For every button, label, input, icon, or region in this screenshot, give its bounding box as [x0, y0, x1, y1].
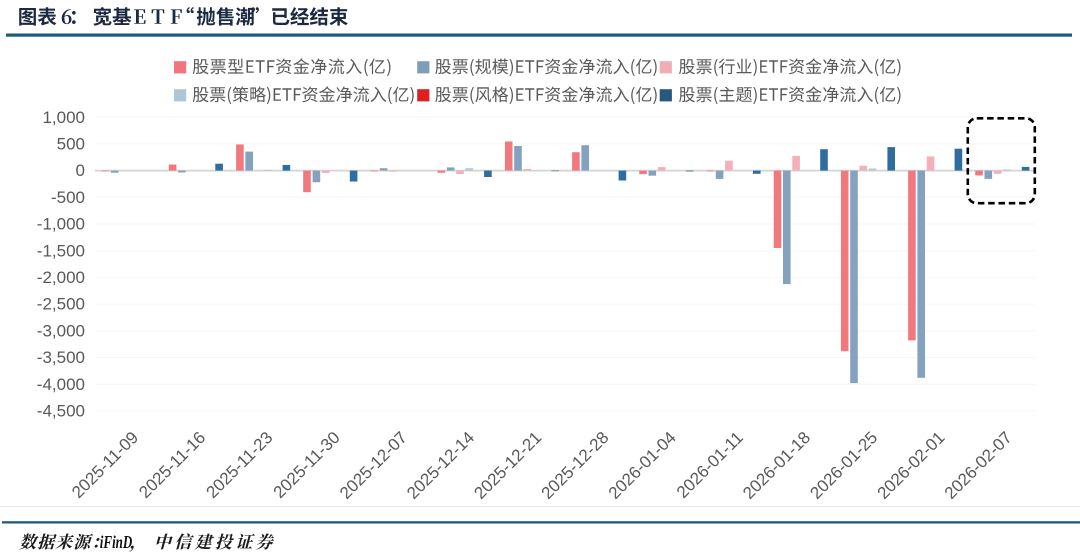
svg-text:1,000: 1,000: [42, 108, 85, 127]
svg-text:-1,500: -1,500: [37, 241, 85, 260]
svg-text:0: 0: [76, 161, 85, 180]
svg-text:-4,500: -4,500: [37, 402, 85, 421]
svg-text:-500: -500: [51, 188, 85, 207]
svg-text:-3,500: -3,500: [37, 348, 85, 367]
svg-text:-2,500: -2,500: [37, 295, 85, 314]
svg-text:-4,000: -4,000: [37, 375, 85, 394]
svg-text:-2,000: -2,000: [37, 268, 85, 287]
svg-text:500: 500: [57, 135, 85, 154]
svg-text:-1,000: -1,000: [37, 215, 85, 234]
svg-text:iFinD: iFinD: [100, 532, 133, 552]
svg-text:-3,000: -3,000: [37, 321, 85, 340]
